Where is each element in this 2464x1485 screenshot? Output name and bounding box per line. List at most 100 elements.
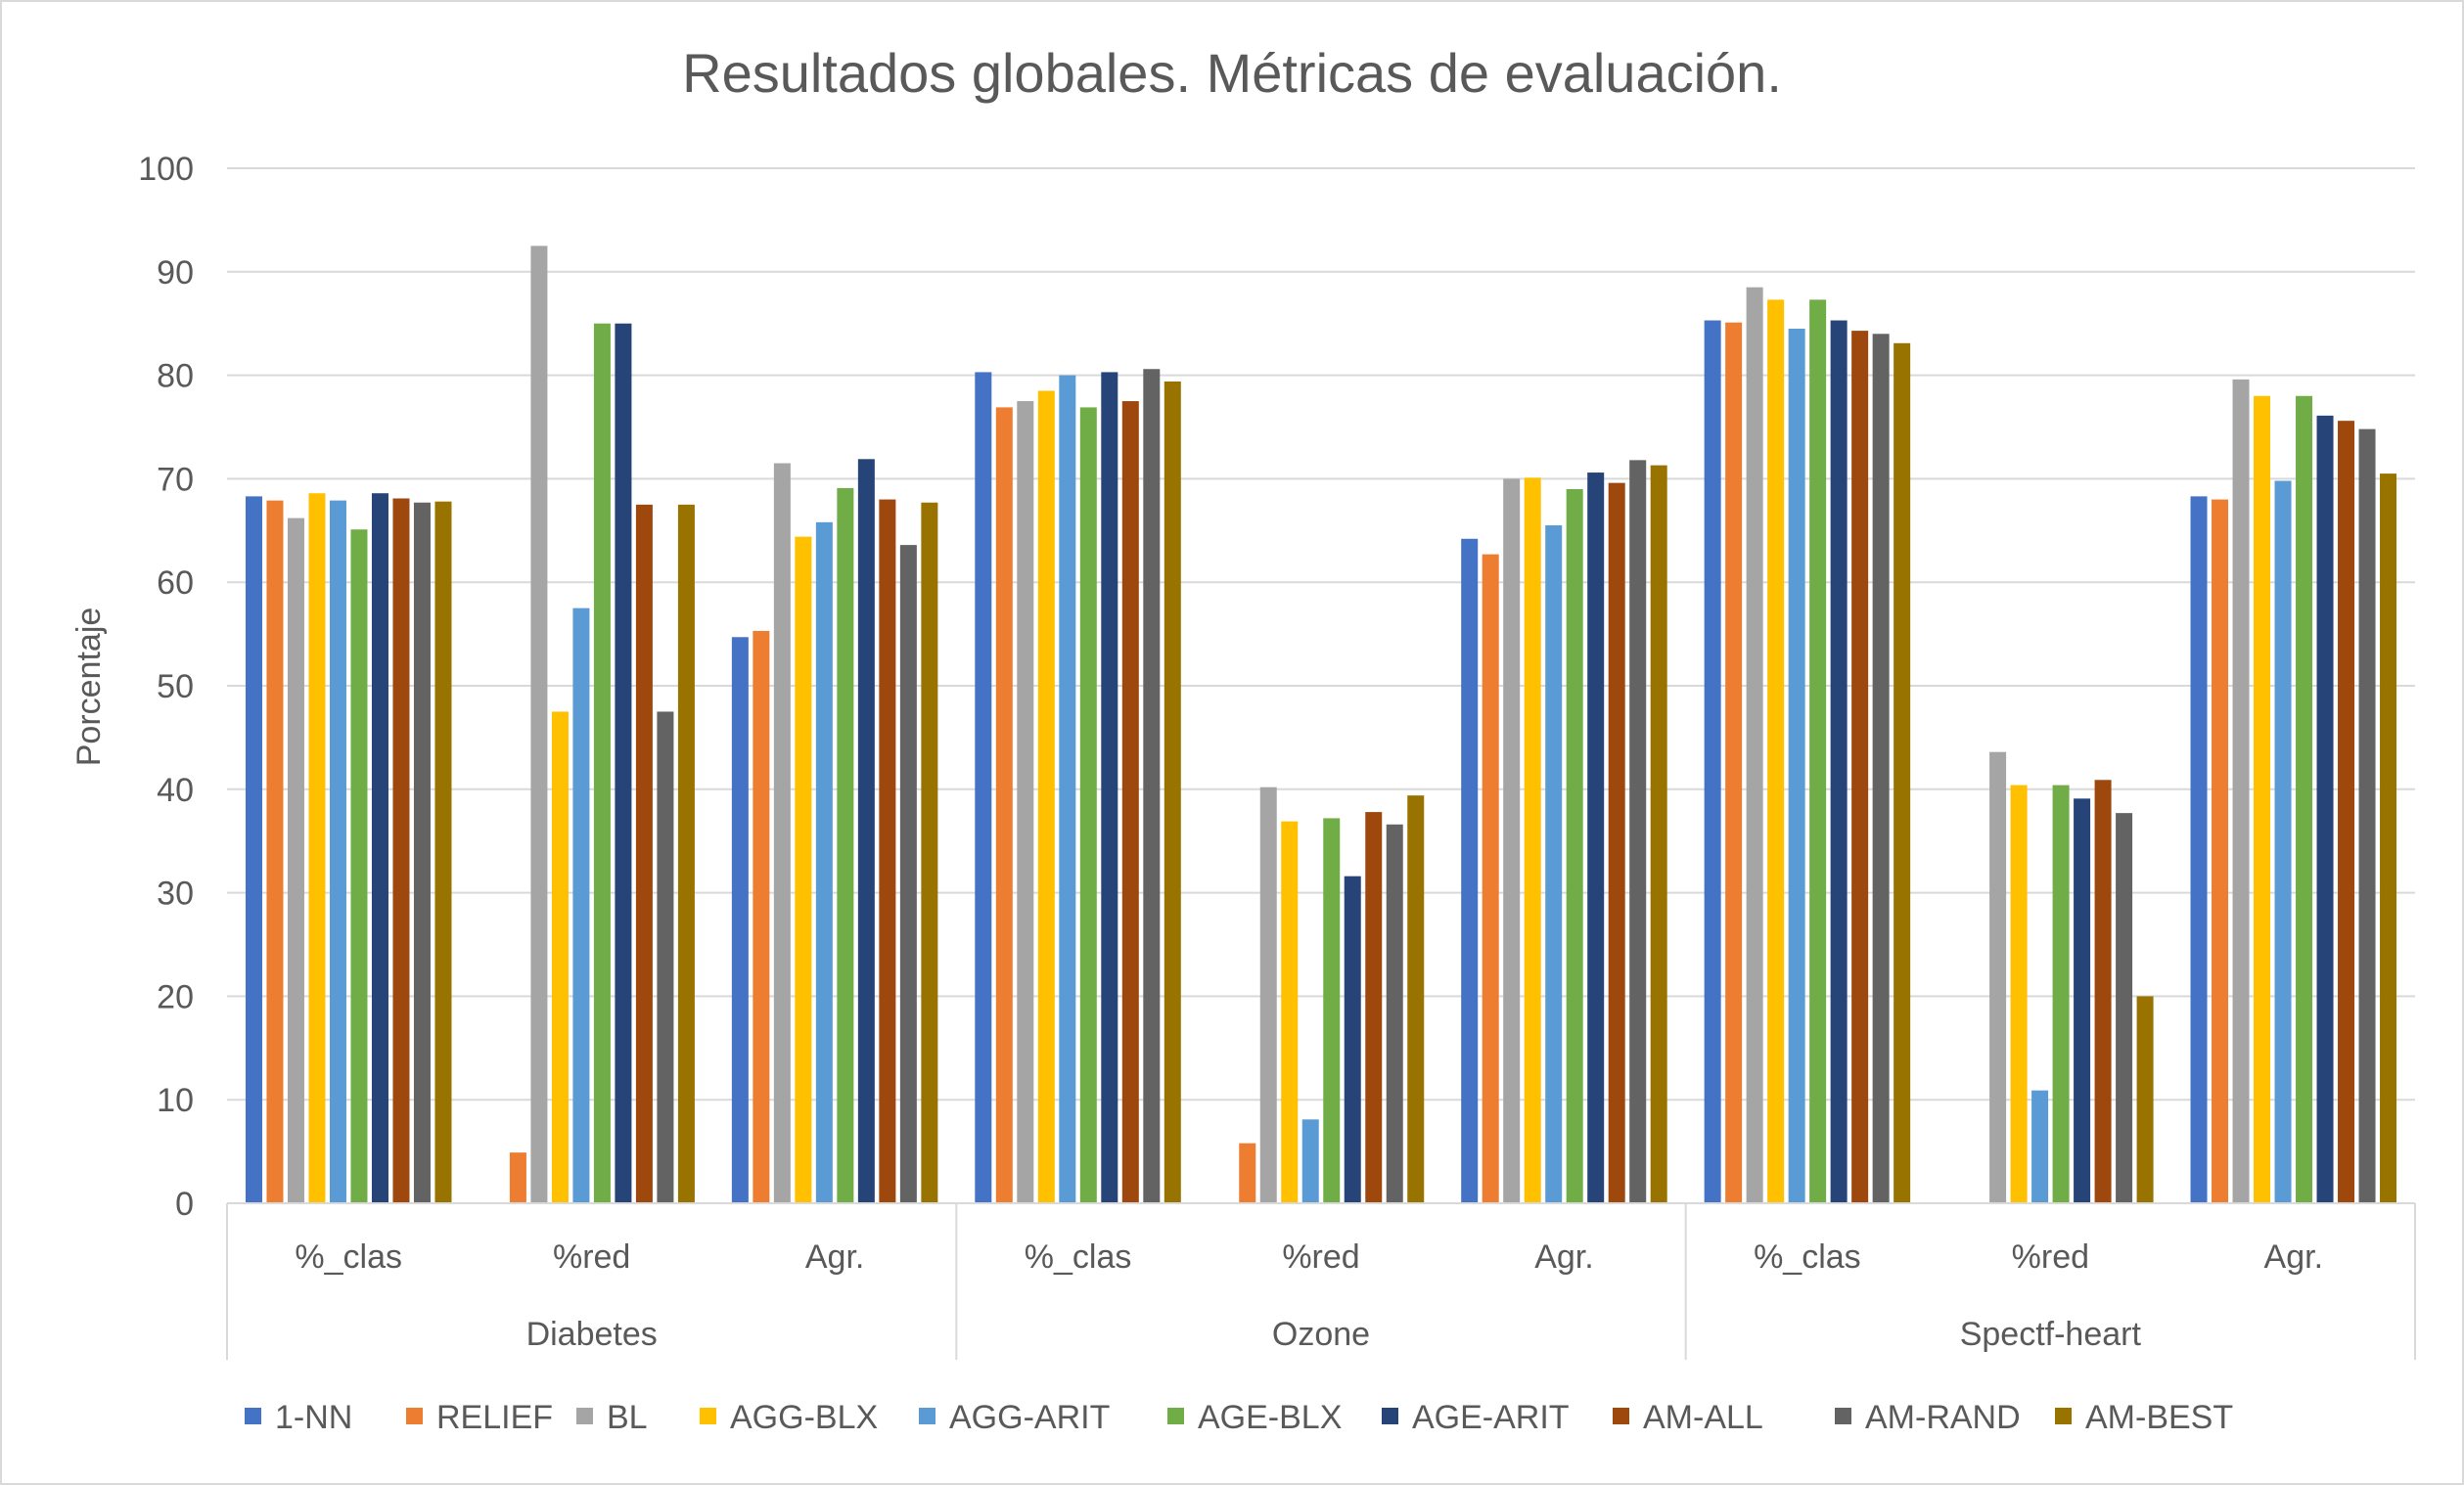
bar-am-rand — [657, 711, 674, 1203]
bar-am-rand — [1629, 460, 1647, 1204]
legend-swatch-relief — [406, 1408, 423, 1424]
bar-am-best — [921, 502, 938, 1203]
bar-am-best — [677, 504, 695, 1203]
x-tick-label: %_clas — [295, 1238, 402, 1276]
y-tick-label: 80 — [157, 358, 194, 395]
bar-agg-arit — [329, 500, 346, 1203]
bar-agg-blx — [308, 493, 326, 1203]
bar-age-arit — [1344, 876, 1361, 1203]
bar-am-all — [392, 498, 410, 1203]
bar-agg-arit — [1301, 1119, 1319, 1203]
bar-age-arit — [1830, 320, 1848, 1203]
bar-relief — [266, 500, 284, 1203]
bar-age-arit — [2074, 798, 2091, 1203]
bar-agg-arit — [2031, 1090, 2049, 1203]
legend-swatch-am-rand — [1835, 1408, 1851, 1424]
bar-am-rand — [1386, 824, 1403, 1203]
bar-age-arit — [1587, 472, 1605, 1203]
bar-bl — [530, 246, 548, 1204]
bar-agg-blx — [1037, 390, 1055, 1204]
bar-relief — [509, 1152, 526, 1203]
legend-label-am-rand: AM-RAND — [1865, 1399, 2021, 1436]
y-tick-label: 90 — [157, 254, 194, 292]
legend-swatch-am-all — [1613, 1408, 1629, 1424]
y-tick-label: 60 — [157, 564, 194, 602]
x-tick-label: Agr. — [805, 1238, 864, 1276]
y-axis-label: Porcentaje — [70, 608, 108, 767]
bar-am-best — [1894, 342, 1911, 1203]
bar-bl — [2232, 379, 2250, 1203]
bar-age-arit — [857, 459, 875, 1204]
bar-age-blx — [1809, 299, 1827, 1204]
bar-am-rand — [1143, 369, 1161, 1203]
bar-am-best — [434, 501, 452, 1203]
x-tick-label: %red — [1282, 1238, 1359, 1276]
bar-bl — [1503, 478, 1521, 1203]
bar-relief — [2212, 499, 2229, 1203]
x-tick-label: %_clas — [1025, 1238, 1132, 1276]
bar-1-nn — [1704, 320, 1721, 1203]
bar-1-nn — [245, 496, 262, 1203]
bar-agg-blx — [1281, 821, 1299, 1203]
bar-bl — [1746, 287, 1763, 1203]
bar-age-blx — [593, 323, 611, 1203]
bar-am-rand — [899, 545, 917, 1203]
bar-am-all — [2094, 780, 2112, 1203]
bar-am-best — [2380, 473, 2397, 1203]
bar-relief — [1725, 322, 1743, 1204]
x-tick-label: %red — [553, 1238, 630, 1276]
bar-age-arit — [371, 493, 388, 1203]
bar-am-all — [1608, 482, 1625, 1204]
y-tick-label: 0 — [175, 1186, 194, 1223]
bar-agg-blx — [2254, 395, 2271, 1203]
bar-am-all — [1121, 401, 1139, 1203]
bar-age-blx — [350, 529, 368, 1203]
bar-am-rand — [1872, 334, 1890, 1203]
bar-relief — [995, 407, 1013, 1203]
bar-age-blx — [2296, 395, 2313, 1203]
legend-label-age-blx: AGE-BLX — [1198, 1399, 1342, 1436]
bar-bl — [1017, 401, 1034, 1203]
x-tick-label: %_clas — [1754, 1238, 1861, 1276]
bar-am-best — [1164, 381, 1181, 1203]
bar-am-rand — [413, 502, 431, 1203]
bar-am-all — [2338, 421, 2355, 1204]
y-tick-label: 70 — [157, 461, 194, 498]
bar-agg-arit — [572, 608, 590, 1203]
legend-swatch-1-nn — [245, 1408, 261, 1424]
bar-agg-arit — [2274, 480, 2292, 1203]
bar-am-rand — [2116, 813, 2133, 1203]
legend-swatch-age-arit — [1382, 1408, 1398, 1424]
bar-age-blx — [1079, 407, 1097, 1203]
legend-swatch-agg-blx — [700, 1408, 716, 1424]
bar-am-all — [879, 499, 896, 1203]
legend: 1-NN RELIEF BL AGG-BLX AGG-ARIT AGE-BLX AGE-AR… — [245, 1399, 2233, 1436]
bar-relief — [1239, 1143, 1256, 1203]
bar-1-nn — [975, 372, 992, 1203]
bar-age-blx — [837, 487, 854, 1203]
bar-agg-blx — [1524, 477, 1541, 1203]
x-axis: %_clas %red Agr. %_clas %red Agr. %_clas %red Ag… — [226, 1202, 2416, 1360]
x-tick-label: Agr. — [1534, 1238, 1593, 1276]
bar-agg-arit — [1545, 525, 1563, 1203]
legend-label-agg-arit: AGG-ARIT — [949, 1399, 1110, 1436]
bar-am-all — [635, 504, 653, 1203]
legend-label-age-arit: AGE-ARIT — [1412, 1399, 1570, 1436]
bar-am-best — [2136, 996, 2154, 1203]
bar-am-all — [1851, 331, 1869, 1204]
bar-am-all — [1365, 812, 1383, 1203]
y-tick-label: 40 — [157, 772, 194, 809]
gridlines — [227, 167, 2415, 1102]
bar-1-nn — [1461, 538, 1479, 1203]
y-tick-label: 100 — [138, 151, 194, 188]
bar-age-blx — [1323, 818, 1341, 1203]
bar-bl — [287, 518, 304, 1203]
group-label: Ozone — [1272, 1316, 1370, 1353]
bar-relief — [1482, 554, 1499, 1203]
bar-1-nn — [2190, 496, 2208, 1203]
bar-am-rand — [2358, 428, 2376, 1204]
x-tick-label: Agr. — [2264, 1238, 2323, 1276]
bar-am-best — [1650, 465, 1667, 1203]
